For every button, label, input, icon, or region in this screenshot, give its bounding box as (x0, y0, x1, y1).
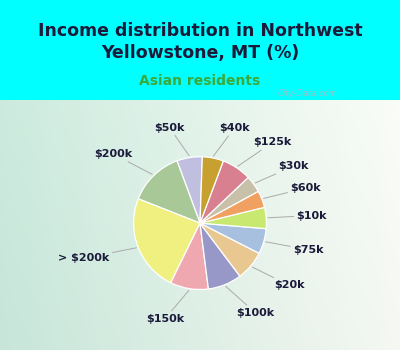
Text: $10k: $10k (268, 211, 327, 220)
Wedge shape (200, 223, 259, 276)
Wedge shape (200, 157, 223, 223)
Wedge shape (200, 191, 264, 223)
Text: $60k: $60k (264, 183, 321, 198)
Wedge shape (200, 223, 240, 289)
Text: $125k: $125k (238, 138, 292, 166)
Text: Income distribution in Northwest
Yellowstone, MT (%): Income distribution in Northwest Yellows… (38, 22, 362, 62)
Wedge shape (177, 157, 202, 223)
Wedge shape (200, 207, 266, 229)
Wedge shape (171, 223, 208, 289)
Text: $100k: $100k (226, 286, 274, 318)
Wedge shape (200, 177, 258, 223)
Wedge shape (200, 161, 248, 223)
Text: City-Data.com: City-Data.com (278, 90, 337, 98)
Text: $30k: $30k (255, 161, 309, 183)
Text: $50k: $50k (154, 122, 189, 156)
Text: $200k: $200k (94, 149, 152, 174)
Text: $150k: $150k (146, 290, 189, 324)
Text: > $200k: > $200k (58, 248, 136, 263)
Text: $40k: $40k (213, 123, 250, 156)
Text: Asian residents: Asian residents (139, 74, 261, 88)
Wedge shape (134, 199, 200, 283)
Wedge shape (138, 161, 200, 223)
Wedge shape (200, 223, 266, 253)
Text: $20k: $20k (252, 267, 305, 290)
Text: $75k: $75k (266, 242, 324, 255)
